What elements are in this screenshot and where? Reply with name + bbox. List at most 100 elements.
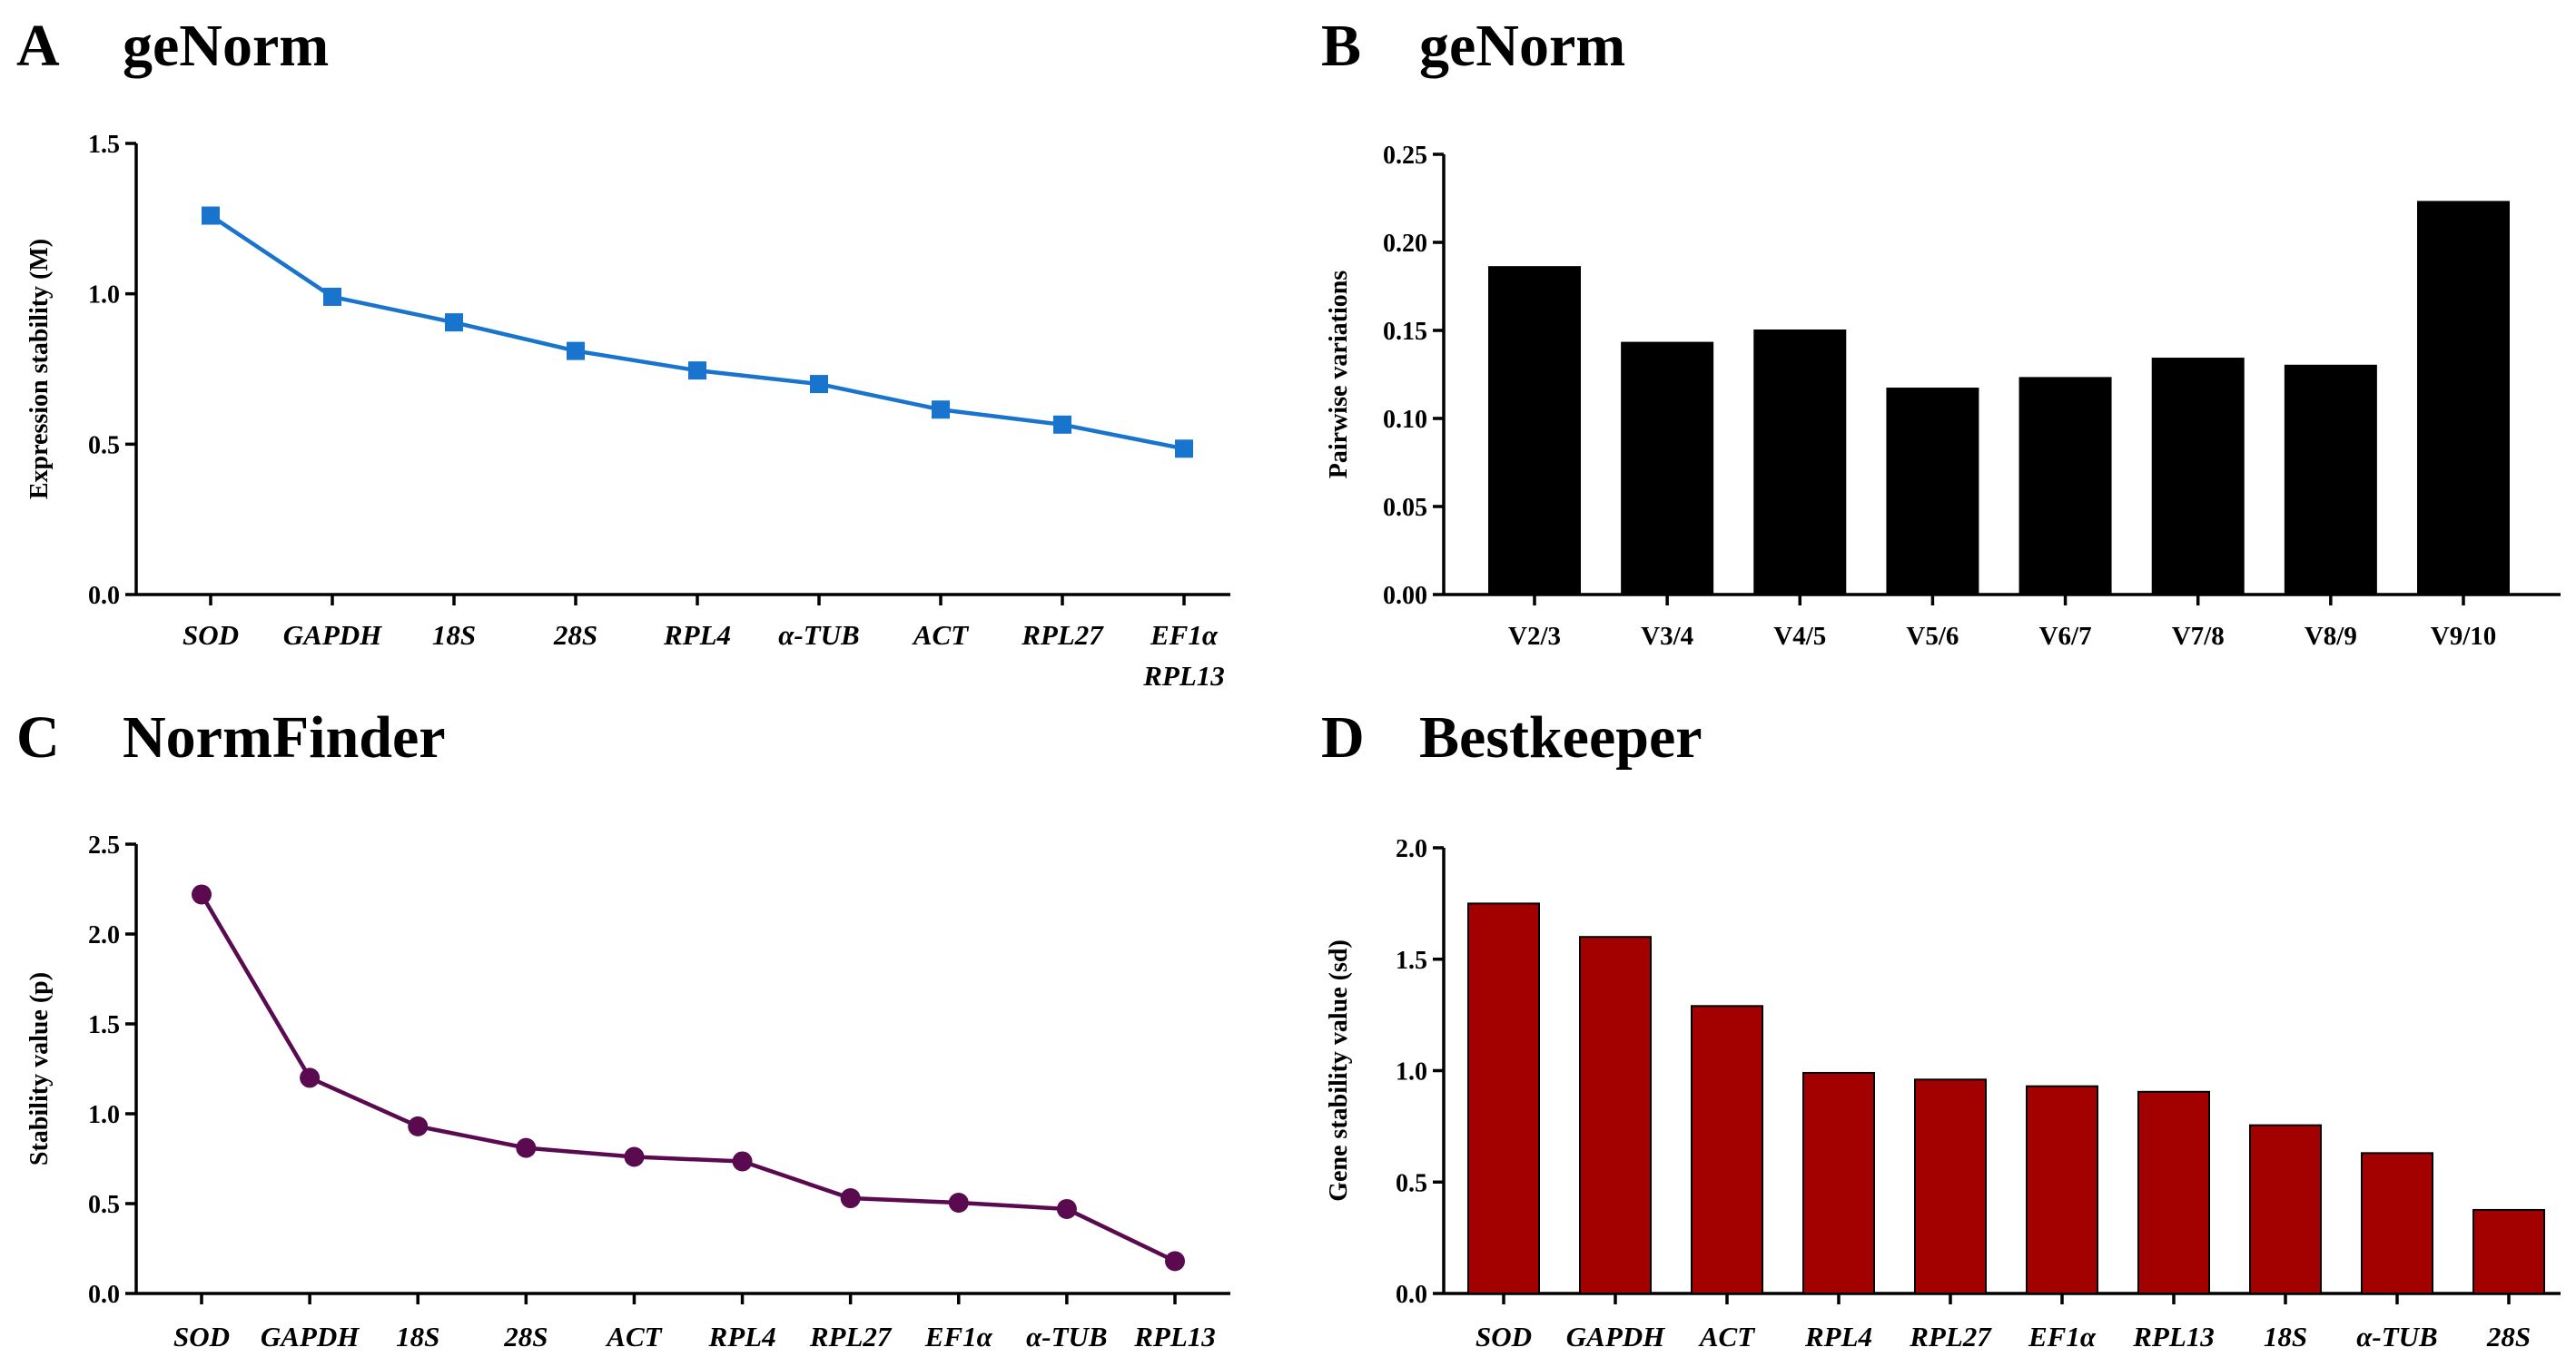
series-line	[200, 893, 1176, 1264]
x-tick-label: EF1α	[1150, 619, 1219, 651]
y-tick-label: 1.5	[88, 1011, 120, 1039]
x-tick-label: V5/6	[1906, 622, 1959, 651]
data-point	[408, 1116, 429, 1136]
bar	[1691, 1005, 1763, 1295]
x-tick-label: 28S	[553, 619, 597, 651]
bar	[2284, 364, 2377, 595]
bar	[2137, 1090, 2210, 1295]
y-tick-label: 0.5	[88, 431, 120, 459]
x-tick-label: GAPDH	[283, 619, 382, 651]
bar	[2151, 358, 2245, 595]
x-tick-label: V9/10	[2431, 622, 2497, 651]
x-tick-label: SOD	[173, 1321, 230, 1352]
y-tick-label: 0.0	[1396, 1281, 1427, 1309]
data-point	[840, 1188, 861, 1209]
chart-title: geNorm	[123, 13, 329, 79]
y-axis-title: Pairwise variations	[1325, 270, 1353, 479]
data-point	[810, 375, 828, 394]
y-tick-label: 0.00	[1383, 582, 1427, 610]
x-tick-label: V3/4	[1641, 622, 1693, 651]
x-tick-label: GAPDH	[261, 1321, 360, 1352]
y-axis-title: Expression stability (M)	[25, 239, 54, 499]
x-tick-label: EF1α	[2028, 1321, 2097, 1352]
y-tick-label: 2.0	[88, 921, 120, 949]
y-tick-label: 0.5	[1396, 1169, 1427, 1197]
bar	[1579, 936, 1652, 1294]
bar	[1467, 902, 1540, 1294]
bar	[2361, 1152, 2433, 1294]
y-tick-label: 0.15	[1383, 318, 1427, 346]
x-tick-label: V4/5	[1773, 622, 1826, 651]
x-tick-label: V8/9	[2305, 622, 2357, 651]
bar	[1753, 329, 1847, 595]
x-tick-label: GAPDH	[1566, 1321, 1665, 1352]
data-point	[516, 1137, 537, 1158]
data-point	[445, 313, 463, 332]
x-tick-label: V7/8	[2172, 622, 2225, 651]
y-tick-label: 2.0	[1396, 835, 1427, 863]
data-point	[202, 206, 220, 225]
y-tick-label: 0.05	[1383, 494, 1427, 522]
y-tick-label: 0.10	[1383, 406, 1427, 434]
series-line	[209, 213, 1185, 451]
y-tick-label: 1.0	[88, 1101, 120, 1129]
panel-letter: B	[1321, 13, 1361, 79]
x-tick-label: SOD	[1476, 1321, 1532, 1352]
y-tick-label: 0.0	[88, 1281, 120, 1309]
data-point	[1056, 1198, 1077, 1219]
data-point	[567, 341, 585, 360]
bar	[2472, 1208, 2545, 1294]
y-tick-label: 1.0	[1396, 1058, 1427, 1087]
x-tick-label: ACT	[912, 619, 969, 651]
x-tick-label: RPL4	[663, 619, 731, 651]
data-point	[1053, 415, 1071, 434]
x-tick-label: V6/7	[2039, 622, 2092, 651]
y-tick-label: 0.20	[1383, 230, 1427, 258]
panel-letter: C	[16, 704, 60, 771]
bar	[1802, 1071, 1875, 1294]
y-axis-title: Stability value (p)	[25, 972, 54, 1165]
x-tick-label: ACT	[1698, 1321, 1755, 1352]
y-tick-label: 1.5	[1396, 947, 1427, 975]
y-tick-label: 1.0	[88, 281, 120, 310]
bar	[2018, 377, 2112, 595]
y-tick-label: 1.5	[88, 131, 120, 159]
x-tick-label: RPL4	[708, 1321, 776, 1352]
bar	[1886, 388, 1979, 595]
data-point	[1165, 1251, 1185, 1272]
data-point	[192, 884, 212, 905]
data-point	[1175, 439, 1193, 458]
x-tick-label: α-TUB	[778, 619, 859, 651]
bar	[1488, 266, 1581, 595]
x-tick-label: 18S	[432, 619, 476, 651]
x-tick-label: RPL4	[1804, 1321, 1872, 1352]
bar	[2026, 1085, 2098, 1295]
x-tick-label: RPL27	[1021, 619, 1104, 651]
x-tick-label: V2/3	[1508, 622, 1561, 651]
panel-letter: A	[16, 13, 60, 79]
y-tick-label: 0.0	[88, 582, 120, 610]
x-tick-label: RPL13	[2132, 1321, 2215, 1352]
x-tick-label: EF1α	[924, 1321, 993, 1352]
x-tick-label: RPL13	[1133, 1321, 1216, 1352]
bar	[1914, 1078, 1987, 1294]
y-axis-title: Gene stability value (sd)	[1325, 939, 1353, 1202]
chart-title: geNorm	[1419, 13, 1625, 79]
x-tick-label: 28S	[2486, 1321, 2531, 1352]
chart-title: NormFinder	[123, 704, 446, 771]
data-point	[732, 1151, 753, 1172]
x-tick-label: 28S	[503, 1321, 548, 1352]
x-tick-label: RPL27	[1909, 1321, 1992, 1352]
y-tick-label: 2.5	[88, 831, 120, 860]
bar	[2249, 1124, 2322, 1294]
bar	[2417, 201, 2510, 595]
y-tick-label: 0.5	[88, 1191, 120, 1219]
data-point	[323, 287, 341, 306]
chart-title: Bestkeeper	[1419, 704, 1703, 771]
data-point	[624, 1146, 645, 1167]
data-point	[300, 1067, 321, 1088]
panel-letter: D	[1321, 704, 1365, 771]
